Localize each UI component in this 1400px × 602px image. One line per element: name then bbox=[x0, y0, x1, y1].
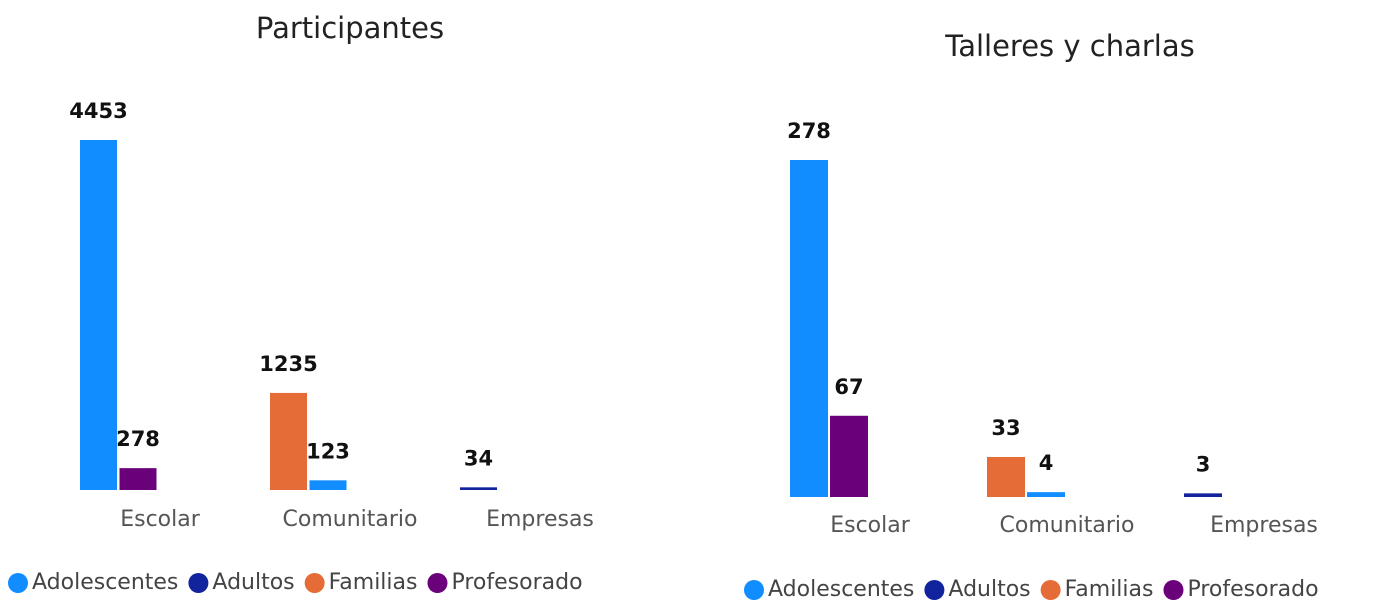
bar bbox=[309, 480, 347, 490]
x-tick-label: Empresas bbox=[486, 507, 594, 532]
bar bbox=[1184, 493, 1222, 497]
x-tick-label: Empresas bbox=[1210, 513, 1318, 538]
chart-title: Talleres y charlas bbox=[944, 29, 1194, 63]
x-tick-label: Escolar bbox=[120, 507, 201, 532]
legend-marker bbox=[744, 580, 764, 600]
legend-label: Adultos bbox=[948, 577, 1030, 602]
legend-marker bbox=[924, 580, 945, 600]
legend-marker bbox=[304, 573, 325, 593]
bar bbox=[460, 487, 497, 490]
x-tick-label: Comunitario bbox=[1000, 513, 1135, 538]
bar bbox=[987, 456, 1025, 497]
chart-title: Participantes bbox=[256, 11, 444, 45]
bar bbox=[830, 415, 868, 497]
data-label: 278 bbox=[116, 427, 160, 451]
x-tick-label: Escolar bbox=[830, 513, 911, 538]
data-label: 123 bbox=[306, 439, 350, 463]
legend-label: Adolescentes bbox=[768, 577, 914, 602]
legend-marker bbox=[1163, 580, 1184, 600]
bar bbox=[270, 392, 307, 490]
data-label: 67 bbox=[834, 375, 863, 399]
data-label: 4453 bbox=[69, 99, 127, 123]
bar bbox=[1027, 492, 1065, 497]
legend-label: Familias bbox=[1065, 577, 1154, 602]
legend-marker bbox=[427, 573, 448, 593]
data-label: 33 bbox=[991, 416, 1020, 440]
legend-label: Profesorado bbox=[1187, 577, 1318, 602]
legend-marker bbox=[188, 573, 209, 593]
x-tick-label: Comunitario bbox=[283, 507, 418, 532]
data-label: 4 bbox=[1039, 451, 1054, 475]
data-label: 278 bbox=[787, 119, 831, 143]
legend-label: Adultos bbox=[212, 570, 294, 595]
data-label: 34 bbox=[464, 446, 493, 470]
legend-label: Familias bbox=[329, 570, 418, 595]
data-label: 1235 bbox=[259, 352, 317, 376]
bar bbox=[80, 140, 117, 490]
legend-label: Profesorado bbox=[451, 570, 582, 595]
bar bbox=[790, 160, 828, 497]
legend-label: Adolescentes bbox=[32, 570, 178, 595]
legend-marker bbox=[1040, 580, 1061, 600]
legend-marker bbox=[8, 573, 28, 593]
bar bbox=[119, 468, 157, 490]
data-label: 3 bbox=[1196, 452, 1211, 476]
